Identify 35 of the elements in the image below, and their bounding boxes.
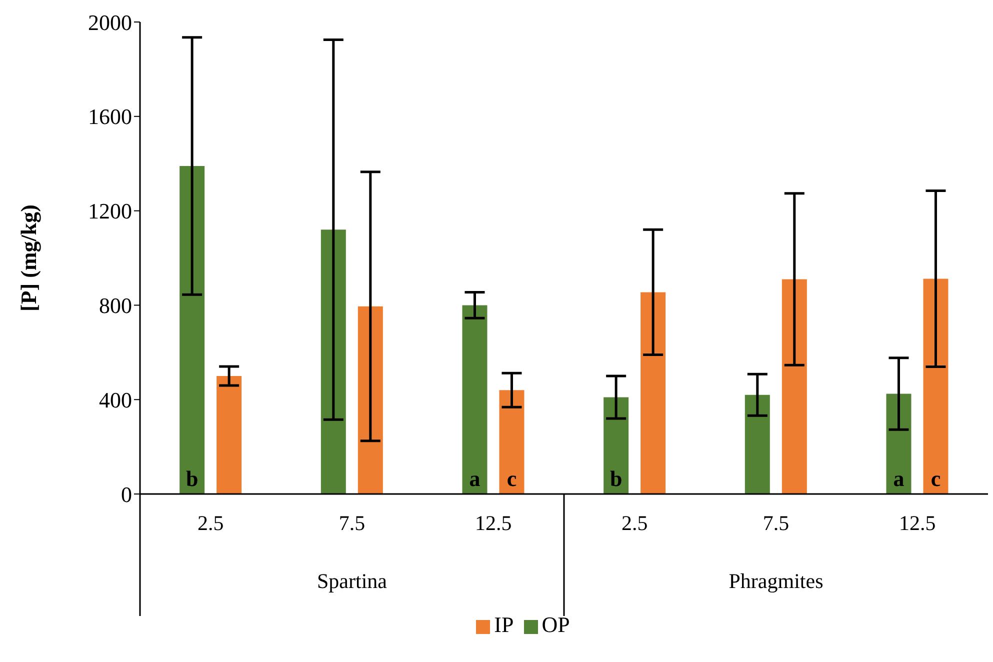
y-tick-label: 2000 xyxy=(88,10,132,35)
bar xyxy=(744,394,770,494)
bar xyxy=(216,376,242,494)
x-tick-label: 2.5 xyxy=(622,511,648,535)
data-label: b xyxy=(186,466,198,491)
x-tick-label: 7.5 xyxy=(338,511,366,535)
y-tick-label: 800 xyxy=(99,293,132,318)
bar xyxy=(782,279,807,494)
data-label: c xyxy=(506,466,517,491)
y-axis-title: [P] (mg/kg) xyxy=(16,204,41,312)
text: Phragmites xyxy=(728,569,824,593)
bar xyxy=(358,306,383,494)
x-tick-label: 2.5 xyxy=(198,511,224,535)
x-tick-label: 12.5 xyxy=(474,511,512,535)
data-label: c xyxy=(930,466,941,491)
legend-label: OP xyxy=(542,612,570,637)
bar xyxy=(604,397,629,494)
data-label: a xyxy=(469,466,480,491)
bar xyxy=(886,394,912,494)
y-tick-label: 1200 xyxy=(88,198,132,224)
text: Spartina xyxy=(317,569,388,593)
y-tick-label: 400 xyxy=(99,387,132,412)
x-tick-label: 12.5 xyxy=(898,511,936,535)
bar xyxy=(499,390,524,494)
y-tick-label: 0 xyxy=(121,482,132,507)
bar xyxy=(180,166,205,494)
bar xyxy=(320,230,346,494)
x-tick-label: 7.5 xyxy=(762,511,790,535)
data-label: b xyxy=(610,466,622,491)
bar xyxy=(640,292,666,494)
legend-label: IP xyxy=(494,612,514,637)
y-tick-label: 1600 xyxy=(88,104,132,130)
bar xyxy=(923,278,948,494)
data-label: a xyxy=(893,466,904,491)
bar xyxy=(462,305,488,494)
